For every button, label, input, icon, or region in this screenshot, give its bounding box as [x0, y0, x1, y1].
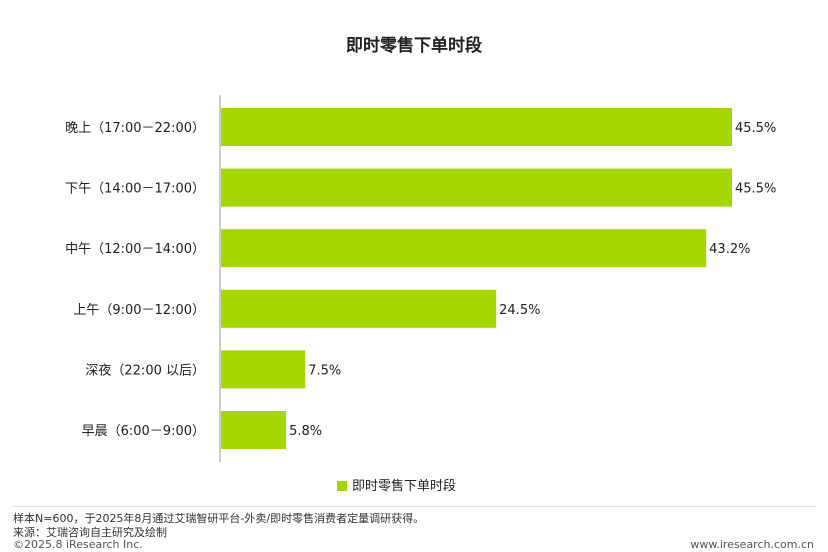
sample-note: 样本N=600，于2025年8月通过艾瑞智研平台-外卖/即时零售消费者定量调研获…: [13, 512, 425, 525]
data-label: 24.5%: [499, 303, 540, 318]
category-label: 晚上（17:00－22:00）: [65, 121, 205, 136]
data-label: 5.8%: [289, 424, 322, 439]
bar: [221, 411, 287, 449]
bar: [221, 108, 732, 146]
bar: [221, 229, 707, 268]
copyright: ©2025.8 iResearch Inc.: [13, 538, 143, 551]
data-label: 7.5%: [308, 363, 341, 378]
category-label: 早晨（6:00－9:00）: [82, 424, 205, 439]
category-label: 深夜（22:00 以后）: [85, 363, 205, 378]
category-label: 上午（9:00－12:00）: [73, 303, 205, 318]
chart-title: 即时零售下单时段: [346, 36, 482, 56]
footer-divider: [12, 506, 816, 507]
legend-swatch: [337, 481, 347, 491]
bar: [221, 289, 497, 328]
source-note: 来源：艾瑞咨询自主研究及绘制: [13, 526, 167, 539]
category-label: 下午（14:00－17:00）: [65, 182, 205, 197]
legend: 即时零售下单时段: [337, 478, 456, 494]
data-label: 43.2%: [709, 242, 750, 257]
bars-layer: 晚上（17:00－22:00） 45.5% 下午（14:00－17:00） 45.5%…: [65, 108, 776, 449]
legend-label: 即时零售下单时段: [352, 478, 456, 494]
data-label: 45.5%: [735, 182, 776, 197]
bar: [221, 168, 732, 207]
data-label: 45.5%: [735, 121, 776, 136]
website-link[interactable]: www.iresearch.com.cn: [690, 538, 814, 551]
category-label: 中午（12:00－14:00）: [65, 242, 205, 257]
bar: [221, 350, 306, 389]
